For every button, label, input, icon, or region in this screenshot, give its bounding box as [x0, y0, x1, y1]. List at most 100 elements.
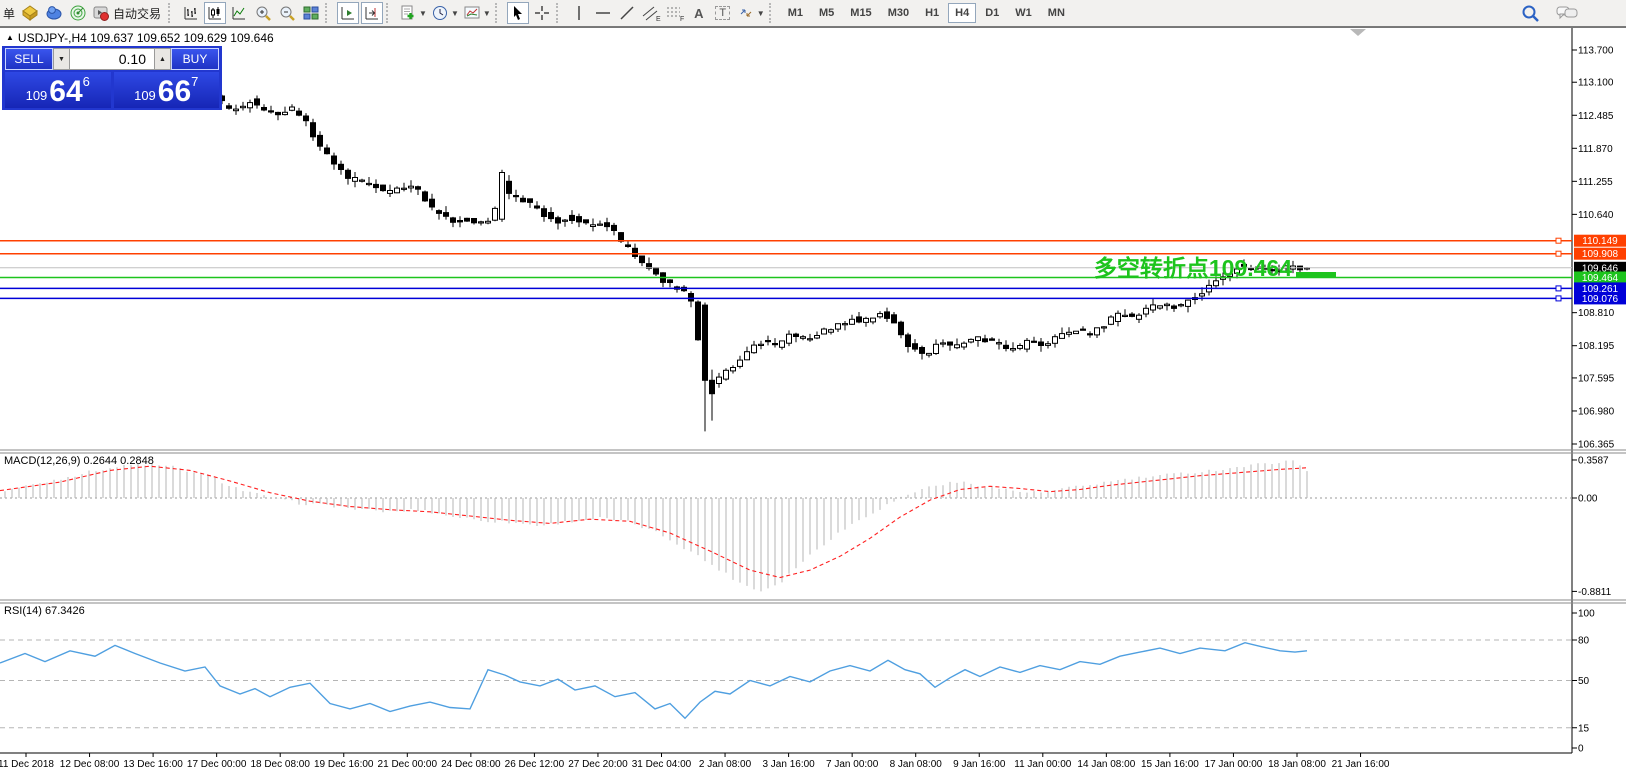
periods-button[interactable]: ▼ [430, 2, 460, 24]
time-tick-label: 15 Jan 16:00 [1141, 759, 1199, 770]
time-axis[interactable]: 11 Dec 2018 12 Dec 08:00 13 Dec 16:00 17 De… [0, 753, 1390, 770]
timeframe-m5[interactable]: M5 [819, 7, 835, 19]
zoom-out-button[interactable] [276, 2, 298, 24]
text-tool-icon: A [694, 5, 704, 21]
timeframe-h4[interactable]: H4 [948, 3, 977, 23]
rsi-axis-label: 15 [1578, 723, 1590, 734]
candle [947, 341, 953, 346]
timeframe-m30[interactable]: M30 [887, 7, 910, 19]
trendline-button[interactable] [616, 2, 638, 24]
price-tag-label: 109.261 [1582, 284, 1619, 295]
chart-shift-marker-icon[interactable] [1350, 29, 1366, 36]
candle [996, 342, 1002, 345]
collapse-triangle-icon[interactable]: ▲ [6, 33, 14, 42]
text-label-button[interactable]: T [712, 2, 734, 24]
search-icon [1522, 5, 1539, 22]
candle [520, 197, 526, 203]
crosshair-button[interactable] [531, 2, 553, 24]
line-handle[interactable] [1555, 295, 1562, 302]
community-button[interactable] [43, 2, 65, 24]
timeframe-mn[interactable]: MN [1047, 7, 1065, 19]
timeframe-h1[interactable]: H1 [925, 7, 940, 19]
candlestick-chart-button[interactable] [204, 2, 227, 24]
volume-increase-button[interactable]: ▲ [154, 48, 171, 70]
channel-icon: E [642, 6, 661, 22]
candle [387, 190, 393, 194]
cursor-button[interactable] [506, 2, 529, 24]
candle [317, 134, 323, 147]
candle [954, 344, 960, 349]
timeframe-w1[interactable]: W1 [1015, 7, 1032, 19]
horizontal-line-button[interactable] [592, 2, 614, 24]
candle [905, 334, 911, 347]
arrows-icon [740, 9, 752, 17]
tile-windows-button[interactable] [300, 2, 322, 24]
chevron-down-icon: ▼ [450, 8, 459, 18]
line-handle[interactable] [1555, 285, 1562, 292]
level-lines[interactable] [0, 237, 1572, 302]
timeframe-m15[interactable]: M15 [850, 7, 872, 19]
candle [1213, 280, 1219, 287]
candle [730, 367, 736, 372]
candle [835, 323, 841, 330]
candle [527, 198, 533, 203]
candle [597, 223, 603, 226]
new-order-button[interactable]: 单 [3, 6, 16, 21]
auto-scroll-button[interactable] [337, 2, 360, 24]
templates-button[interactable]: ▼ [462, 2, 492, 24]
candle [772, 343, 778, 346]
volume-decrease-button[interactable]: ▼ [53, 48, 70, 70]
time-tick-label: 17 Jan 00:00 [1205, 759, 1263, 770]
volume-input[interactable] [70, 49, 154, 69]
candle [506, 180, 512, 194]
history-center-button[interactable] [19, 2, 41, 24]
candle [289, 106, 295, 111]
timeframe-buttons: M1 M5 M15 M30 H1 H4 D1 W1 MN [780, 3, 1073, 23]
sell-button[interactable]: SELL [5, 48, 53, 70]
annotation-underline[interactable] [1296, 272, 1336, 277]
candle [604, 222, 610, 228]
candle [352, 177, 358, 182]
chat-button[interactable] [1555, 2, 1579, 24]
price-axis[interactable]: 113.700 113.100 112.485 111.870 111.255 110.6… [1572, 46, 1626, 755]
line-chart-icon [232, 7, 246, 20]
svg-text:E: E [656, 16, 661, 22]
candle [919, 347, 925, 354]
autotrading-button[interactable]: 自动交易 [91, 2, 165, 24]
candle [1031, 340, 1037, 343]
candle [786, 333, 792, 344]
autotrading-icon [92, 4, 110, 22]
candle [1227, 273, 1233, 277]
candle [499, 172, 505, 220]
annotation[interactable]: 多空转折点109.464 [1094, 255, 1336, 281]
text-tool-button[interactable]: A [688, 2, 710, 24]
bar-chart-button[interactable] [180, 2, 202, 24]
candle [268, 110, 274, 113]
yellow-box-icon [21, 4, 39, 22]
zoom-in-button[interactable] [252, 2, 274, 24]
buy-button[interactable]: BUY [171, 48, 219, 70]
line-handle[interactable] [1555, 237, 1562, 244]
timeframe-m1[interactable]: M1 [787, 7, 803, 19]
candle [758, 343, 764, 346]
toolbar-separator [386, 3, 395, 23]
buy-price[interactable]: 109 66 7 [113, 72, 219, 108]
vertical-line-button[interactable] [568, 2, 590, 24]
candle [877, 313, 883, 318]
arrows-button[interactable]: ▼ [736, 2, 766, 24]
line-chart-button[interactable] [228, 2, 250, 24]
news-button[interactable] [67, 2, 89, 24]
time-tick-label: 2 Jan 08:00 [699, 759, 752, 770]
rsi-axis-label: 100 [1578, 609, 1595, 620]
candle [1199, 293, 1205, 297]
equidistant-channel-button[interactable]: E [640, 2, 662, 24]
fibonacci-button[interactable]: F [664, 2, 686, 24]
chart-shift-button[interactable] [361, 2, 384, 24]
line-handle[interactable] [1555, 250, 1562, 257]
indicators-button[interactable]: ▼ [398, 2, 428, 24]
sell-price[interactable]: 109 64 6 [5, 72, 111, 108]
search-button[interactable] [1519, 2, 1541, 24]
timeframe-d1[interactable]: D1 [985, 7, 1000, 19]
candle [926, 352, 932, 356]
